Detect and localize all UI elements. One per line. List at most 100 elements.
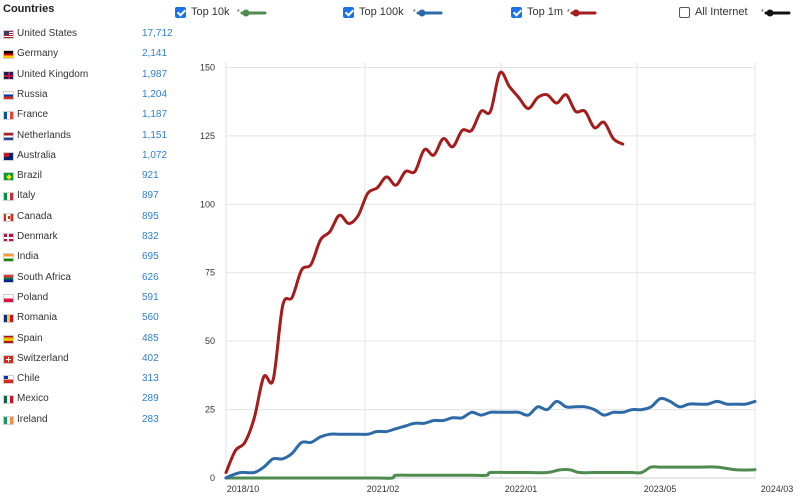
- country-row-us[interactable]: United States 17,712: [0, 26, 190, 46]
- de-flag-icon: [3, 50, 14, 60]
- country-name: Germany: [17, 48, 59, 60]
- sidebar-title: Countries: [3, 3, 55, 15]
- country-count[interactable]: 895: [142, 210, 159, 222]
- country-count[interactable]: 2,141: [142, 48, 168, 60]
- svg-text:*: *: [237, 9, 240, 16]
- country-row-dk[interactable]: Denmark 832: [0, 229, 190, 249]
- y-tick-label: 0: [210, 473, 215, 483]
- country-row-de[interactable]: Germany 2,141: [0, 46, 190, 66]
- fr-flag-icon: [3, 111, 14, 121]
- country-count[interactable]: 1,204: [142, 88, 168, 100]
- ro-flag-icon: [3, 314, 14, 324]
- legend-line-icon: *: [237, 9, 267, 17]
- country-row-cl[interactable]: Chile 313: [0, 371, 190, 391]
- country-count[interactable]: 313: [142, 373, 159, 385]
- x-tick-label: 2024/03: [761, 484, 794, 494]
- us-flag-icon: [3, 30, 14, 39]
- country-name: Italy: [17, 190, 36, 202]
- country-count[interactable]: 1,187: [142, 109, 168, 121]
- x-tick-label: 2022/01: [505, 484, 538, 494]
- country-row-au[interactable]: Australia 1,072: [0, 148, 190, 168]
- country-row-ch[interactable]: Switzerland 402: [0, 351, 190, 371]
- country-count[interactable]: 17,712: [142, 28, 173, 39]
- legend-item-top-100k[interactable]: Top 100k *: [343, 6, 447, 22]
- country-count[interactable]: 591: [142, 291, 159, 303]
- country-row-fr[interactable]: France 1,187: [0, 107, 190, 127]
- legend-checkbox[interactable]: [175, 7, 186, 18]
- legend-label: All Internet: [695, 6, 748, 18]
- es-flag-icon: [3, 334, 14, 344]
- country-count[interactable]: 832: [142, 231, 159, 242]
- country-name: India: [17, 251, 39, 263]
- au-flag-icon: [3, 151, 14, 161]
- country-row-br[interactable]: Brazil 921: [0, 168, 190, 188]
- country-name: Poland: [17, 291, 49, 303]
- country-row-mx[interactable]: Mexico 289: [0, 391, 190, 411]
- country-row-ca[interactable]: Canada 895: [0, 209, 190, 229]
- cl-flag-icon: [3, 375, 14, 385]
- country-row-nl[interactable]: Netherlands 1,151: [0, 128, 190, 148]
- country-count[interactable]: 695: [142, 251, 159, 263]
- country-row-za[interactable]: South Africa 626: [0, 270, 190, 290]
- y-tick-label: 150: [200, 62, 215, 72]
- br-flag-icon: [3, 172, 14, 182]
- country-count[interactable]: 283: [142, 413, 159, 425]
- country-count[interactable]: 1,072: [142, 149, 168, 161]
- country-name: Chile: [17, 373, 40, 385]
- series-line-top-1m: [224, 70, 625, 474]
- legend-label: Top 10k: [191, 6, 230, 18]
- country-name: Ireland: [17, 413, 48, 425]
- svg-text:*: *: [413, 9, 416, 16]
- legend-line-icon: *: [413, 9, 443, 17]
- legend-line-icon: *: [567, 9, 597, 17]
- gb-flag-icon: [3, 70, 14, 80]
- in-flag-icon: [3, 253, 14, 263]
- country-count[interactable]: 897: [142, 190, 159, 202]
- legend-checkbox[interactable]: [511, 7, 522, 18]
- country-name: Russia: [17, 88, 48, 100]
- country-count[interactable]: 626: [142, 271, 159, 283]
- country-count[interactable]: 485: [142, 332, 159, 344]
- country-row-ru[interactable]: Russia 1,204: [0, 87, 190, 107]
- country-row-ro[interactable]: Romania 560: [0, 310, 190, 330]
- legend-item-top-10k[interactable]: Top 10k *: [175, 6, 271, 22]
- legend-item-top-1m[interactable]: Top 1m *: [511, 6, 601, 22]
- pl-flag-icon: [3, 293, 14, 303]
- country-name: Switzerland: [17, 352, 69, 364]
- country-count[interactable]: 560: [142, 312, 159, 324]
- country-row-es[interactable]: Spain 485: [0, 331, 190, 351]
- legend-checkbox[interactable]: [343, 7, 354, 18]
- country-name: South Africa: [17, 271, 71, 283]
- y-tick-label: 50: [205, 336, 215, 346]
- country-name: Brazil: [17, 170, 43, 182]
- country-sidebar: Countries United States 17,712 Germany 2,14…: [0, 0, 200, 498]
- ca-flag-icon: [3, 212, 14, 222]
- x-tick-label: 2021/02: [367, 484, 400, 494]
- country-count[interactable]: 402: [142, 352, 159, 364]
- country-name: Romania: [17, 312, 58, 324]
- legend-label: Top 100k: [359, 6, 404, 18]
- country-row-it[interactable]: Italy 897: [0, 188, 190, 208]
- svg-text:*: *: [761, 9, 764, 16]
- country-name: Canada: [17, 210, 53, 222]
- country-name: United Kingdom: [17, 68, 89, 80]
- legend-checkbox[interactable]: [679, 7, 690, 18]
- country-row-ie[interactable]: Ireland 283: [0, 412, 190, 432]
- country-row-gb[interactable]: United Kingdom 1,987: [0, 67, 190, 87]
- nl-flag-icon: [3, 131, 14, 141]
- country-name: Australia: [17, 149, 56, 161]
- za-flag-icon: [3, 273, 14, 283]
- country-name: France: [17, 109, 49, 121]
- legend-item-all-internet[interactable]: All Internet *: [679, 6, 795, 22]
- country-name: United States: [17, 28, 78, 39]
- country-count[interactable]: 1,151: [142, 129, 168, 141]
- country-row-pl[interactable]: Poland 591: [0, 290, 190, 310]
- series-line-top-10k: [224, 465, 757, 480]
- country-count[interactable]: 921: [142, 170, 159, 182]
- country-count[interactable]: 289: [142, 393, 159, 405]
- country-row-in[interactable]: India 695: [0, 249, 190, 269]
- y-tick-label: 25: [205, 405, 215, 415]
- legend-label: Top 1m: [527, 6, 564, 18]
- country-count[interactable]: 1,987: [142, 68, 168, 80]
